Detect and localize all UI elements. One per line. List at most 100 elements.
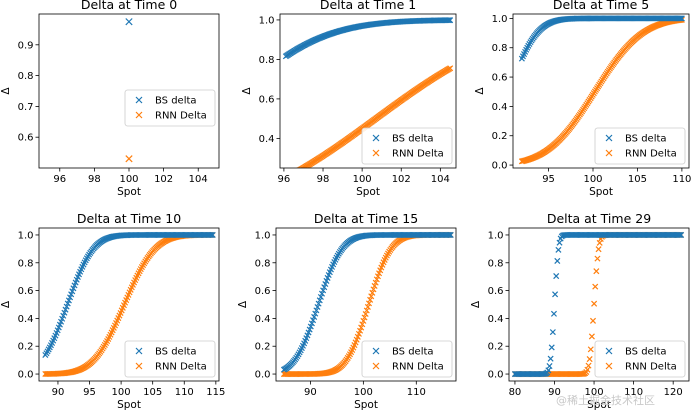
rnn-delta-point: [368, 293, 375, 300]
markers: [282, 17, 454, 176]
x-axis-label: Spot: [356, 186, 380, 198]
y-axis-label: Δ: [237, 300, 249, 308]
x-tick-label: 110: [407, 387, 426, 398]
legend-entry: BS delta: [392, 347, 434, 358]
x-tick-label: 105: [628, 174, 647, 185]
x-tick-label: 100: [119, 174, 138, 185]
x-tick-label: 90: [52, 387, 65, 398]
bs-delta-point: [318, 290, 326, 297]
legend-marker: [605, 347, 613, 355]
rnn-delta-point: [290, 171, 295, 176]
bs-delta-point: [207, 231, 214, 238]
subplot-3: 90 95 100 105 110 115 0.0 0.2 0.4 0.6 0.8 1.0 Delta …: [0, 211, 225, 411]
axes-frame: [38, 227, 220, 382]
y-tick-label: 0.6: [255, 286, 271, 297]
rnn-delta-point: [359, 321, 366, 328]
y-tick-label: 1.0: [255, 230, 271, 241]
x-tick-label: 96: [53, 174, 66, 185]
y-tick-label: 0.7: [18, 102, 34, 113]
x-tick-label: 98: [317, 174, 330, 185]
x-tick-label: 100: [354, 387, 373, 398]
rnn-delta-point: [295, 168, 300, 173]
legend-marker: [135, 96, 143, 104]
x-axis-label: Spot: [587, 399, 611, 411]
bs-delta-point: [447, 17, 454, 24]
y-tick-label: 0.8: [18, 258, 34, 269]
rnn-delta-point: [587, 346, 594, 353]
bs-delta-point: [556, 239, 563, 246]
x-tick-label: 100: [112, 387, 131, 398]
rnn-delta-point: [594, 255, 601, 262]
bs-delta-point: [320, 287, 327, 294]
bs-delta-point: [553, 273, 560, 280]
legend-entry: RNN Delta: [155, 362, 207, 373]
x-tick-label: 102: [154, 174, 173, 185]
subplot-2: 95 100 105 110 0.0 0.2 0.4 0.6 0.8 1.0 Delta at Ti…: [474, 0, 691, 198]
rnn-delta-point: [296, 167, 302, 168]
legend-box: [124, 340, 216, 378]
bs-delta-point: [444, 17, 451, 24]
legend-entry: RNN Delta: [155, 111, 207, 122]
bs-delta-point: [677, 15, 684, 22]
y-tick-label: 1.0: [492, 14, 508, 25]
legend: BS delta RNN Delta: [594, 340, 686, 378]
legend-entry: BS delta: [625, 134, 667, 145]
x-tick-label: 95: [83, 387, 96, 398]
y-axis-label: Δ: [470, 300, 482, 308]
y-axis-label: Δ: [241, 87, 253, 95]
bs-delta-point: [675, 231, 682, 238]
x-tick-label: 102: [392, 174, 411, 185]
subplot-title: Delta at Time 0: [81, 0, 177, 12]
markers: [280, 231, 454, 378]
bs-delta-point: [312, 310, 319, 317]
axes-frame: [508, 227, 690, 382]
bs-delta-point: [549, 329, 556, 336]
subplot-0: 96 98 100 102 104 0.6 0.7 0.8 0.9 Delta at Time 0…: [0, 0, 220, 198]
bs-delta-point: [313, 307, 320, 314]
legend: BS delta RNN Delta: [361, 340, 453, 378]
rnn-delta-point: [362, 310, 369, 318]
x-tick-label: 100: [583, 174, 602, 185]
y-tick-label: 0.6: [18, 133, 34, 144]
legend: BS delta RNN Delta: [124, 340, 216, 378]
axes-frame: [279, 13, 457, 169]
subplot-title: Delta at Time 1: [320, 0, 416, 12]
x-axis-label: Spot: [354, 399, 378, 411]
y-tick-label: 0.2: [492, 131, 508, 142]
rnn-delta-point: [367, 296, 374, 303]
rnn-delta-point: [591, 300, 598, 307]
bs-delta-point: [208, 231, 215, 238]
legend-box: [594, 127, 686, 165]
y-tick-label: 0.0: [488, 370, 504, 381]
rnn-delta-point: [372, 279, 379, 286]
bs-delta-point: [311, 313, 318, 320]
rnn-delta-point: [595, 246, 602, 253]
x-tick-label: 110: [624, 387, 643, 398]
x-tick-label: 104: [431, 174, 450, 185]
bs-delta-point: [446, 231, 453, 238]
bs-delta-point: [546, 363, 553, 370]
subplot-title: Delta at Time 5: [553, 0, 649, 12]
bs-delta-point: [678, 15, 685, 22]
legend-marker: [605, 134, 613, 142]
subplot-5: 80 90 100 110 120 0.0 0.2 0.4 0.6 0.8 1.0 Delta at …: [470, 211, 690, 411]
bs-delta-point: [676, 15, 683, 22]
rnn-delta-point: [361, 314, 368, 321]
subplot-title: Delta at Time 10: [77, 211, 181, 226]
x-tick-label: 104: [189, 174, 208, 185]
y-tick-label: 0.6: [18, 286, 34, 297]
rnn-delta-point: [589, 317, 597, 324]
y-tick-label: 0.2: [18, 342, 34, 353]
y-tick-label: 0.4: [18, 314, 34, 325]
legend-marker: [135, 111, 143, 119]
x-axis-label: Spot: [589, 186, 613, 198]
x-tick-label: 105: [143, 387, 162, 398]
x-tick-label: 115: [206, 387, 225, 398]
legend-entry: BS delta: [625, 347, 667, 358]
x-tick-label: 95: [542, 174, 555, 185]
x-tick-label: 90: [304, 387, 317, 398]
y-axis-label: Δ: [474, 87, 486, 95]
y-axis-label: Δ: [0, 300, 12, 308]
legend-marker: [372, 134, 380, 142]
rnn-delta-point: [371, 282, 378, 289]
